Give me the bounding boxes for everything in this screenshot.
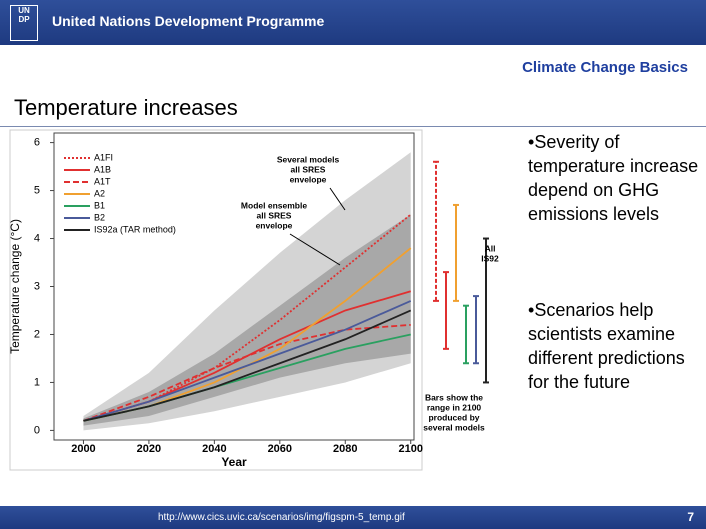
x-tick-label: 2040: [202, 443, 226, 455]
annotation: All: [485, 243, 496, 253]
series-line: [83, 323, 411, 422]
x-axis-title: Year: [221, 455, 247, 469]
y-tick-label: 6: [34, 137, 40, 149]
series-line: [83, 300, 412, 422]
annotation: range in 2100: [427, 402, 482, 412]
bullet: Severity of temperature increase depend …: [528, 130, 703, 226]
legend-label: A1T: [94, 176, 111, 186]
logo-text: DP: [18, 15, 30, 24]
y-tick-label: 4: [34, 232, 40, 244]
x-tick-label: 2060: [268, 443, 292, 455]
legend-label: A1B: [94, 164, 111, 174]
y-tick-label: 1: [34, 376, 40, 388]
logo: UN DP: [10, 5, 38, 41]
source-url: http://www.cics.uvic.ca/scenarios/img/fi…: [158, 512, 405, 523]
bullet: Scenarios help scientists examine differ…: [528, 298, 703, 394]
page-number: 7: [687, 510, 694, 524]
legend-label: A1FI: [94, 152, 113, 162]
series-line: [83, 309, 412, 422]
annotation: all SRES: [291, 164, 326, 174]
legend-label: A2: [94, 188, 105, 198]
annotation: all SRES: [257, 210, 292, 220]
arrow: [289, 233, 341, 266]
annotation: Model ensemble: [241, 200, 307, 210]
annotation: Bars show the: [425, 392, 483, 402]
annotation: IS92: [481, 253, 499, 263]
annotation: envelope: [256, 220, 293, 230]
x-tick-label: 2020: [137, 443, 161, 455]
header-bar: [0, 0, 706, 45]
annotation: produced by: [428, 412, 479, 422]
heading: Temperature increases: [14, 95, 238, 120]
x-tick-label: 2100: [398, 443, 422, 455]
divider: [0, 126, 706, 127]
y-tick-label: 0: [34, 424, 40, 436]
legend-label: B2: [94, 212, 105, 222]
subtitle: Climate Change Basics: [522, 59, 688, 76]
y-tick-label: 5: [34, 184, 40, 196]
x-tick-label: 2000: [71, 443, 95, 455]
arrow: [329, 187, 346, 211]
legend-label: B1: [94, 200, 105, 210]
annotation: envelope: [290, 174, 327, 184]
organization: United Nations Development Programme: [52, 13, 325, 29]
y-tick-label: 3: [34, 280, 40, 292]
envelope: [83, 214, 411, 426]
y-axis-title: Temperature change (°C): [8, 219, 22, 354]
logo-text: UN: [18, 6, 30, 15]
x-tick-label: 2080: [333, 443, 357, 455]
annotation: several models: [423, 422, 485, 432]
legend-label: IS92a (TAR method): [94, 224, 176, 234]
footer-bar: [0, 506, 706, 529]
y-tick-label: 2: [34, 328, 40, 340]
annotation: Several models: [277, 154, 340, 164]
